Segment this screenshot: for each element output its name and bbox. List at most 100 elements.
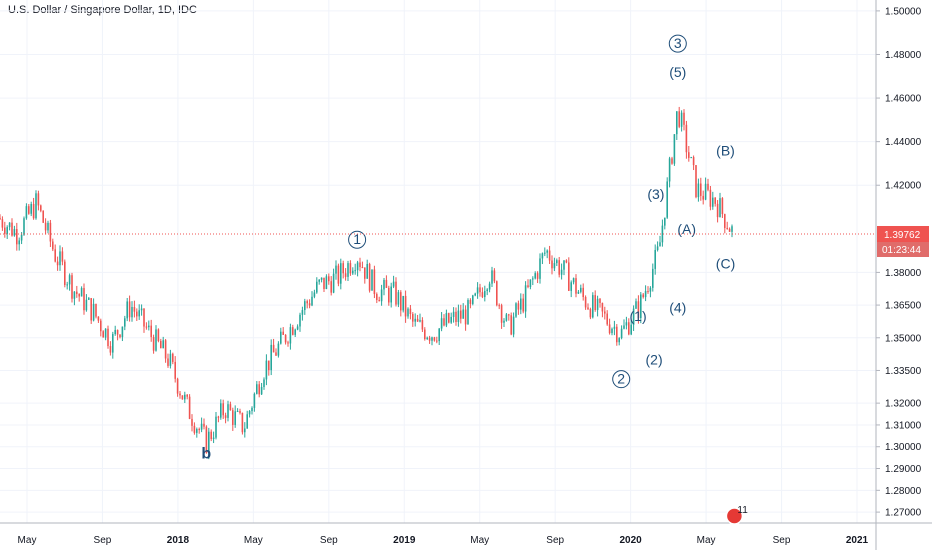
candle-body [85, 299, 88, 311]
candle-body [488, 283, 491, 290]
candle-body [652, 268, 654, 288]
candle-body [44, 222, 47, 231]
candle-body [25, 206, 28, 219]
candle-body [61, 251, 64, 262]
candle-body [685, 124, 688, 153]
candle-body [577, 291, 580, 294]
candle-body [534, 273, 536, 279]
candle-body [414, 318, 416, 322]
candle-body [347, 263, 349, 277]
candle-body [649, 287, 652, 292]
wave-label: b [201, 445, 211, 462]
x-tick-label: May [244, 535, 263, 546]
candle-body [625, 322, 628, 326]
candle-body [594, 295, 596, 311]
candle-body [575, 278, 577, 294]
candle-body [368, 263, 371, 291]
candle-body [592, 295, 594, 318]
x-tick-label: 2021 [846, 535, 869, 546]
x-tick-label: Sep [94, 535, 112, 546]
candle-body [265, 360, 268, 380]
candle-body [697, 183, 700, 198]
candle-body [716, 203, 719, 218]
price-tag-countdown: 01:23:44 [882, 245, 921, 256]
candle-body [599, 298, 601, 303]
candle-body [287, 342, 289, 344]
candle-body [325, 276, 328, 289]
candle-body [301, 310, 304, 315]
candle-body [174, 361, 176, 379]
candle-body [340, 263, 342, 284]
candle-body [97, 316, 100, 321]
candle-body [532, 278, 534, 280]
candle-body [88, 298, 90, 300]
candle-body [8, 222, 11, 228]
candle-body [47, 222, 49, 231]
candle-body [32, 203, 35, 219]
y-tick-label: 1.31000 [885, 420, 922, 431]
candle-body [397, 292, 400, 305]
candle-body [92, 303, 95, 321]
candle-body [316, 281, 318, 293]
candle-body [616, 326, 618, 343]
candle-body [565, 260, 568, 263]
candle-body [421, 320, 424, 330]
x-tick-label: 2019 [393, 535, 416, 546]
candle-body [407, 308, 409, 317]
candle-body [73, 291, 76, 299]
candle-body [356, 262, 359, 271]
candle-body [556, 260, 558, 264]
y-tick-label: 1.28000 [885, 486, 922, 497]
candle-body [505, 314, 508, 321]
candle-body [342, 263, 344, 274]
candle-body [688, 152, 690, 158]
flag-label: 11 [737, 505, 748, 516]
us-flag-calendar-icon[interactable]: 11 [725, 505, 748, 525]
candle-body [128, 301, 131, 318]
candle-body [272, 344, 275, 353]
candle-body [536, 273, 539, 279]
candle-body [222, 403, 224, 416]
candle-body [215, 416, 217, 438]
candle-body [155, 329, 157, 351]
candle-body [352, 270, 354, 274]
candle-body [162, 340, 164, 349]
candle-body [30, 203, 32, 214]
candle-body [145, 326, 148, 328]
y-tick-label: 1.38000 [885, 268, 922, 279]
candle-body [71, 275, 73, 299]
candle-body [239, 411, 241, 413]
candle-body [546, 250, 548, 253]
price-tag-price: 1.39762 [884, 230, 921, 241]
candle-body [179, 393, 181, 396]
candle-body [294, 329, 296, 335]
candle-body [289, 327, 292, 344]
candle-body [416, 318, 419, 322]
candle-body [544, 252, 546, 254]
candle-body [124, 318, 126, 327]
candle-body [527, 285, 529, 287]
candle-body [371, 269, 373, 291]
candle-body [529, 279, 532, 287]
candle-body [481, 292, 484, 298]
candle-body [731, 226, 733, 232]
candle-body [121, 326, 124, 338]
candle-body [659, 242, 661, 247]
candle-body [484, 291, 486, 298]
candle-body [469, 300, 472, 304]
x-tick-label: 2018 [167, 535, 190, 546]
candle-body [601, 302, 604, 312]
candle-body [270, 344, 272, 371]
candle-body [584, 297, 587, 308]
candle-body [332, 273, 335, 293]
candle-body [385, 279, 388, 288]
candle-body [152, 337, 155, 351]
candle-body [707, 183, 709, 190]
y-tick-label: 1.44000 [885, 137, 922, 148]
y-tick-label: 1.36500 [885, 301, 922, 312]
candle-body [515, 303, 517, 317]
candle-body [167, 358, 169, 366]
candle-body [517, 303, 520, 310]
candle-body [563, 260, 565, 270]
